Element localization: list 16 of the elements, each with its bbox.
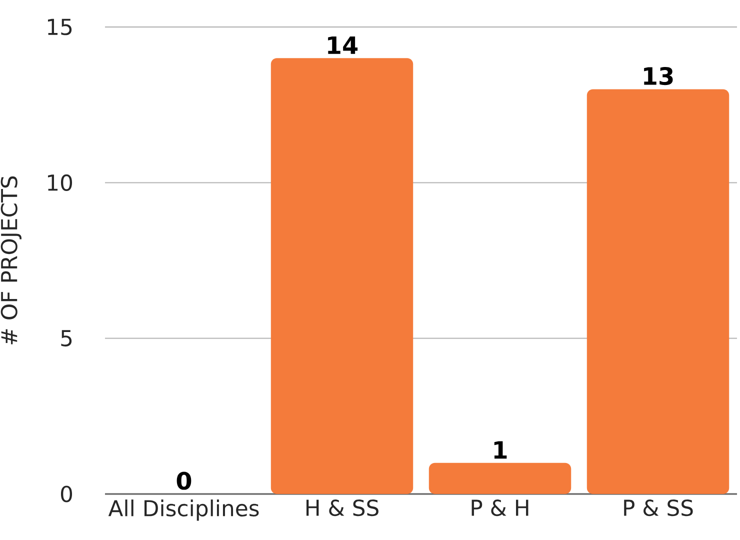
bar bbox=[428, 462, 572, 494]
data-label: 13 bbox=[644, 66, 673, 86]
y-tick-label: 10 bbox=[48, 174, 72, 191]
y-tick-label: 15 bbox=[48, 18, 72, 36]
bar bbox=[270, 58, 414, 494]
y-axis-title: # OF PROJECTS bbox=[0, 176, 22, 344]
x-tick-label: H & SS bbox=[306, 500, 378, 516]
y-tick-label: 0 bbox=[60, 486, 72, 502]
y-tick-label: 5 bbox=[61, 330, 72, 346]
bar bbox=[586, 89, 730, 494]
x-tick-label: All Disciplines bbox=[108, 500, 259, 521]
data-label: 1 bbox=[494, 441, 507, 459]
x-tick-label: P & H bbox=[472, 500, 528, 516]
data-label: 0 bbox=[176, 472, 192, 490]
x-tick-label: P & SS bbox=[624, 500, 693, 516]
data-label: 14 bbox=[328, 36, 358, 54]
